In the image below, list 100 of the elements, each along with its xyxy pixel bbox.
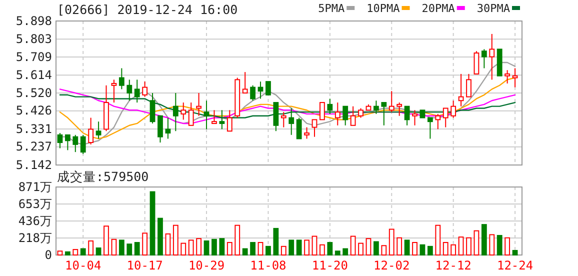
y-tick-label: 0 — [44, 248, 52, 262]
y-tick-label: 871万 — [18, 180, 52, 194]
bar — [273, 228, 279, 256]
legend-label: 20PMA — [422, 2, 456, 15]
bar — [396, 237, 402, 256]
bar — [204, 240, 210, 256]
candlestick — [412, 110, 418, 126]
candlestick — [358, 108, 364, 118]
bar — [172, 224, 178, 256]
candlestick — [250, 84, 256, 102]
x-tick-label: 11-08 — [250, 258, 286, 273]
candlestick — [212, 110, 217, 124]
bar — [350, 236, 356, 256]
legend-label: 10PMA — [366, 2, 400, 15]
y-tick-label: 218万 — [18, 230, 52, 245]
candlestick — [134, 79, 140, 104]
candlestick — [381, 102, 387, 126]
bar — [150, 191, 156, 256]
bar — [512, 250, 518, 256]
y-tick-label: 5.142 — [16, 158, 52, 172]
bar — [327, 242, 333, 256]
bar — [212, 238, 217, 256]
candlestick — [96, 121, 102, 140]
candlestick — [474, 50, 480, 74]
legend-label: 30PMA — [476, 2, 510, 15]
candlestick — [150, 92, 156, 124]
bar — [180, 242, 186, 256]
bar — [496, 234, 502, 256]
bar — [366, 238, 372, 256]
candlestick — [258, 81, 264, 100]
bar — [188, 240, 194, 256]
candlestick — [188, 102, 194, 126]
bar — [158, 218, 163, 256]
candlestick — [320, 102, 325, 120]
candlestick — [172, 92, 178, 132]
bar — [466, 237, 472, 256]
x-tick-label: 11-20 — [312, 258, 348, 273]
candlestick — [57, 132, 63, 149]
candlestick — [266, 81, 271, 96]
candlestick — [196, 92, 202, 116]
candlestick — [427, 117, 433, 140]
candlestick — [327, 98, 333, 114]
y-tick-label: 5.614 — [16, 68, 52, 82]
bar — [458, 236, 464, 256]
candlestick — [442, 108, 448, 128]
bar — [320, 244, 325, 256]
bar — [412, 242, 418, 256]
candlestick — [219, 110, 225, 130]
y-tick-label: 5.803 — [16, 32, 52, 46]
bar — [126, 244, 132, 256]
chart-title: 成交量:579500 — [57, 169, 149, 184]
bar — [96, 247, 102, 256]
bar — [64, 251, 70, 256]
bar — [481, 224, 487, 256]
candlestick — [466, 73, 472, 98]
bar — [80, 248, 86, 256]
candlestick — [388, 90, 394, 113]
candlestick — [512, 68, 518, 88]
legend-label: 5PMA — [318, 2, 345, 15]
bar — [296, 240, 302, 256]
bar — [334, 250, 340, 256]
x-tick-label: 10-04 — [65, 258, 102, 273]
candlestick — [88, 117, 94, 145]
candlestick — [111, 79, 117, 104]
candlestick — [304, 126, 310, 140]
chart-title: [02666] 2019-12-24 16:00 — [57, 2, 238, 17]
y-tick-label: 653万 — [18, 196, 52, 211]
candlestick — [504, 70, 510, 84]
x-tick-label: 12-24 — [496, 258, 534, 273]
candlestick — [288, 108, 294, 136]
candlestick — [80, 134, 86, 154]
candlestick — [435, 113, 441, 130]
y-tick-label: 5.426 — [16, 104, 52, 118]
bar — [304, 240, 310, 256]
bar — [118, 240, 124, 256]
candlestick — [489, 33, 495, 80]
y-tick-label: 5.237 — [16, 140, 52, 154]
bar — [374, 241, 379, 256]
x-tick-label: 12-02 — [374, 258, 410, 273]
candlestick — [204, 100, 210, 130]
bar — [358, 242, 364, 256]
candlestick — [158, 115, 163, 144]
candlestick — [404, 106, 410, 126]
bar — [57, 250, 63, 256]
bar — [342, 248, 348, 256]
bar — [242, 248, 248, 256]
bar — [165, 233, 171, 256]
bar — [504, 237, 510, 256]
candlestick — [142, 81, 148, 98]
bar — [442, 242, 448, 256]
bar — [111, 238, 117, 256]
bar — [134, 242, 140, 256]
candlestick — [242, 72, 248, 94]
bar — [404, 240, 410, 256]
bar — [280, 246, 286, 256]
x-tick-label: 12-12 — [435, 258, 472, 273]
bar — [474, 230, 480, 256]
y-tick-label: 5.898 — [16, 14, 52, 28]
bar — [435, 224, 441, 256]
x-tick-label: 10-17 — [126, 258, 163, 273]
